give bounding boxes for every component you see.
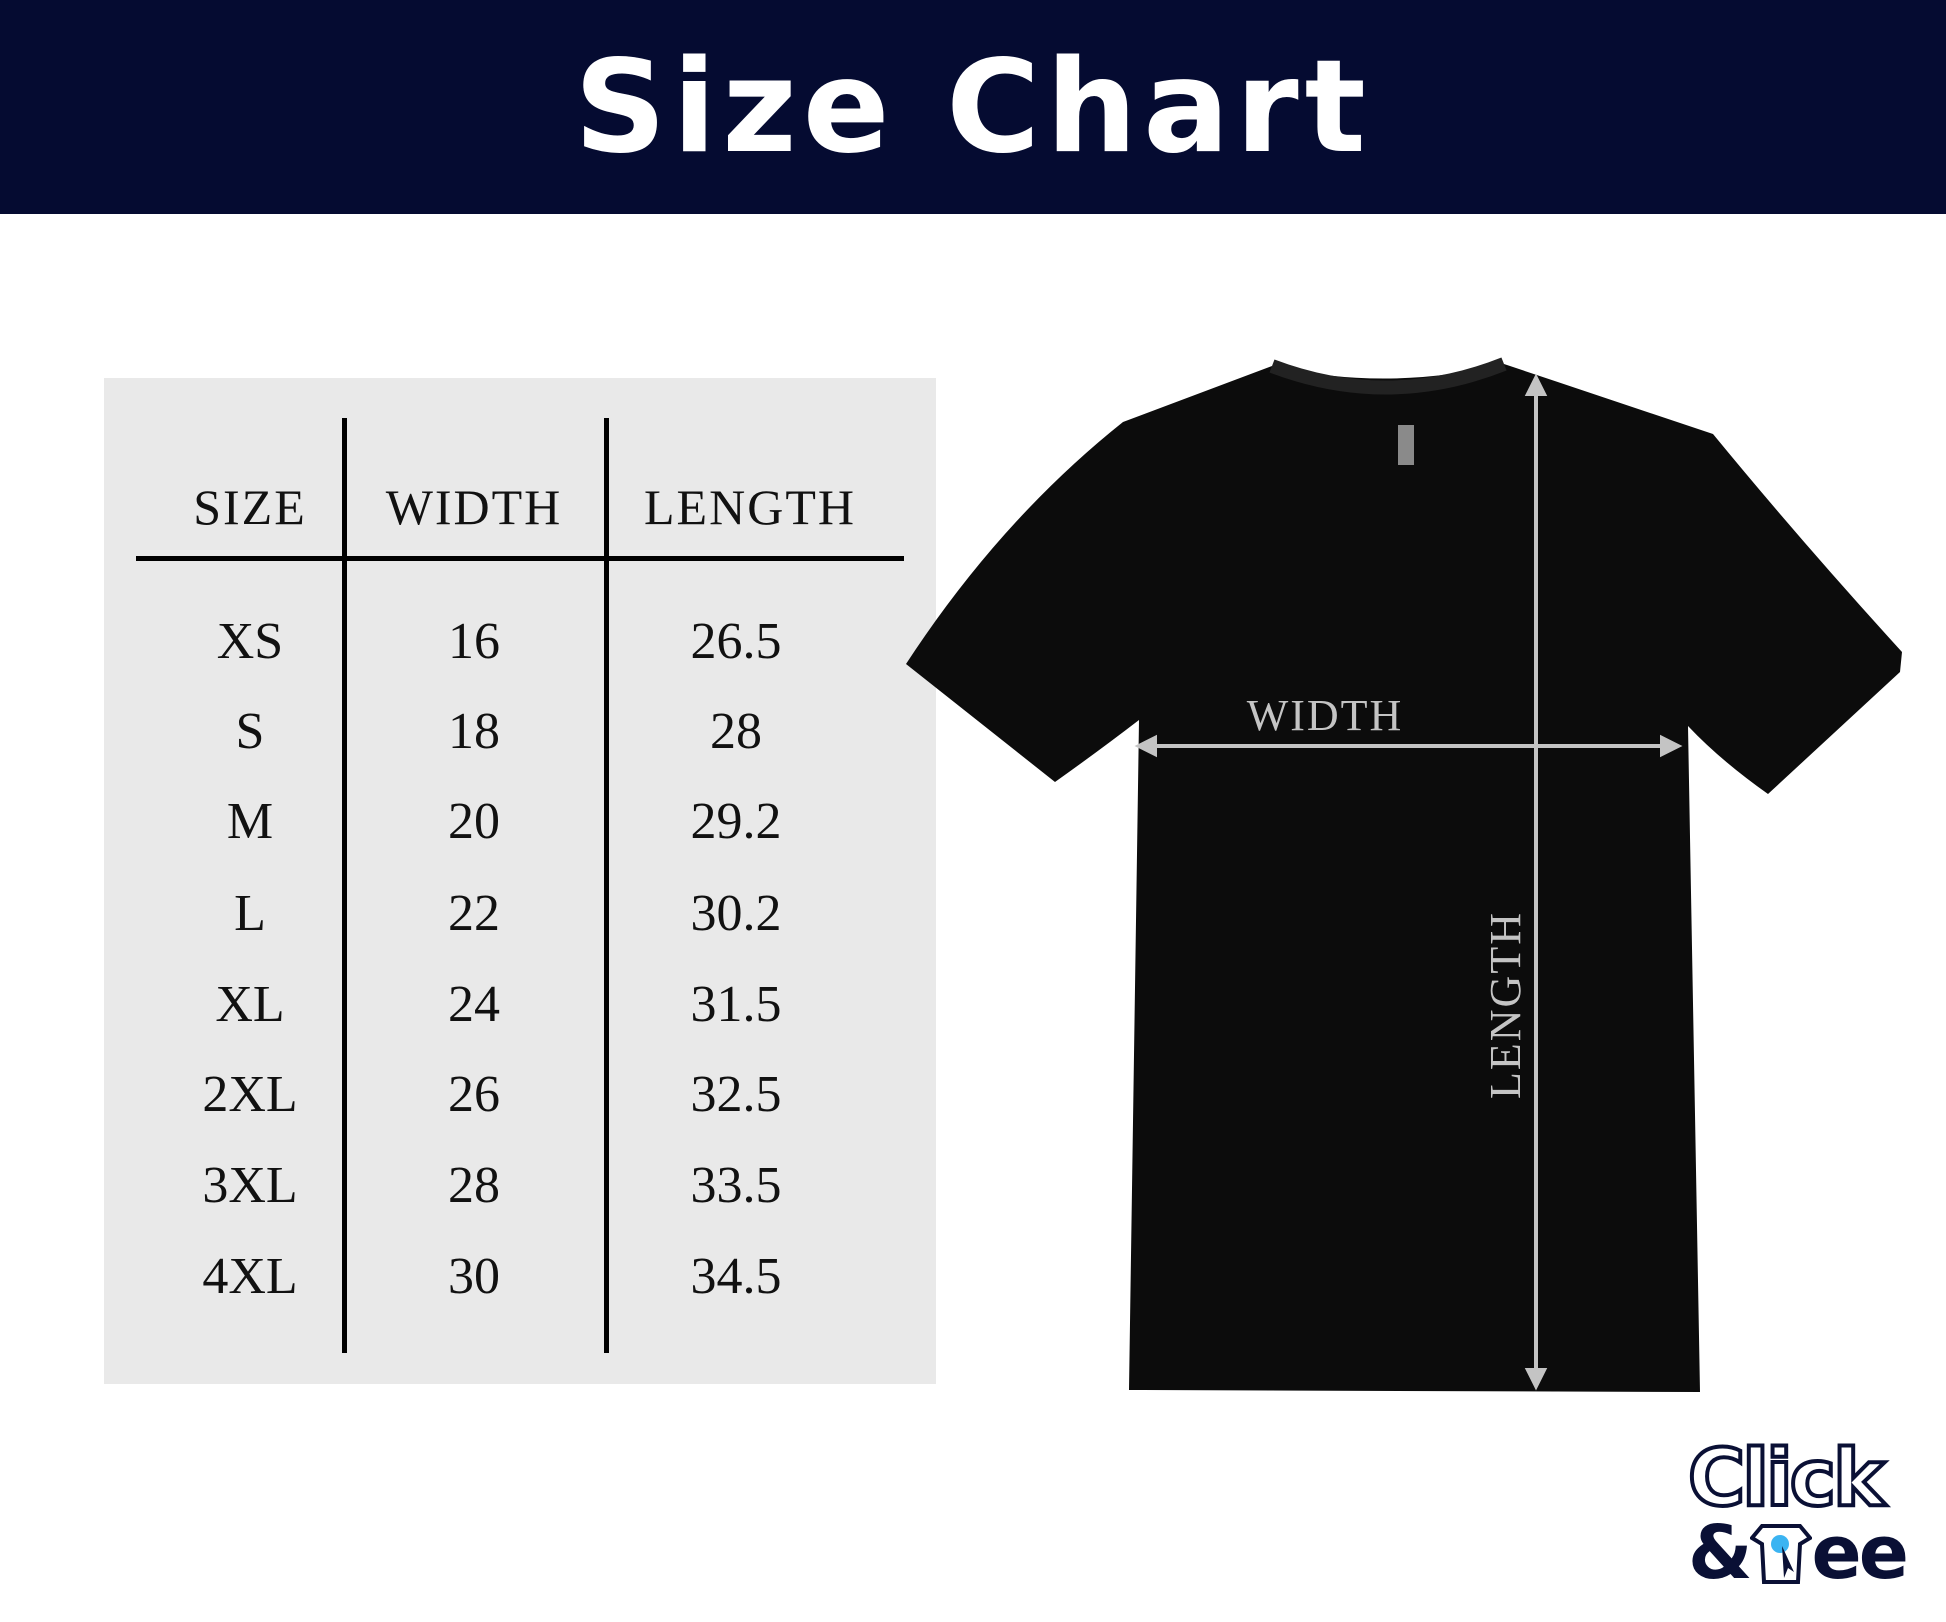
neck-label	[1398, 425, 1414, 465]
cell-width: 24	[448, 976, 500, 1033]
length-arrowhead-bottom	[1524, 1368, 1548, 1391]
cell-size: L	[234, 885, 266, 942]
cell-size: 3XL	[202, 1157, 298, 1214]
cell-size: 2XL	[202, 1066, 298, 1123]
size-table-panel	[104, 378, 936, 1384]
cell-width: 26	[448, 1066, 500, 1123]
length-label: LENGTH	[1481, 911, 1530, 1099]
page-title: Size Chart	[574, 32, 1372, 182]
logo-text-tee: & ee	[1688, 1510, 1909, 1596]
cell-length: 33.5	[690, 1157, 782, 1214]
cell-length: 30.2	[690, 885, 782, 942]
logo-tshirt-icon	[1748, 1524, 1813, 1584]
logo-text-click: Click	[1686, 1434, 1887, 1524]
cell-length: 31.5	[690, 976, 782, 1033]
cell-size: XL	[215, 976, 285, 1033]
title-banner: Size Chart	[0, 0, 1946, 214]
cell-size: M	[226, 793, 274, 850]
cell-width: 28	[448, 1157, 500, 1214]
width-label: WIDTH	[1247, 691, 1404, 740]
column-header-size: SIZE	[193, 479, 307, 535]
cell-width: 20	[448, 793, 500, 850]
cell-length: 28	[710, 703, 762, 760]
tshirt-shape	[906, 364, 1902, 1392]
cell-size: S	[235, 703, 265, 760]
cell-size: 4XL	[202, 1248, 298, 1305]
column-divider	[342, 418, 347, 1353]
cell-length: 29.2	[690, 793, 782, 850]
cell-length: 34.5	[690, 1248, 782, 1305]
column-header-width: WIDTH	[385, 479, 563, 535]
cell-width: 30	[448, 1248, 500, 1305]
column-header-length: LENGTH	[644, 479, 856, 535]
cell-width: 18	[448, 703, 500, 760]
header-divider	[136, 556, 904, 561]
width-arrowhead-left	[1134, 734, 1157, 758]
cell-length: 26.5	[690, 613, 782, 670]
length-arrowhead-top	[1524, 373, 1548, 396]
width-arrowhead-right	[1660, 734, 1683, 758]
cell-width: 16	[448, 613, 500, 670]
click-and-tee-logo: Click & ee	[1686, 1434, 1918, 1596]
collar	[1269, 357, 1507, 395]
column-divider	[604, 418, 609, 1353]
cell-length: 32.5	[690, 1066, 782, 1123]
cell-width: 22	[448, 885, 500, 942]
cell-size: XS	[216, 613, 284, 670]
